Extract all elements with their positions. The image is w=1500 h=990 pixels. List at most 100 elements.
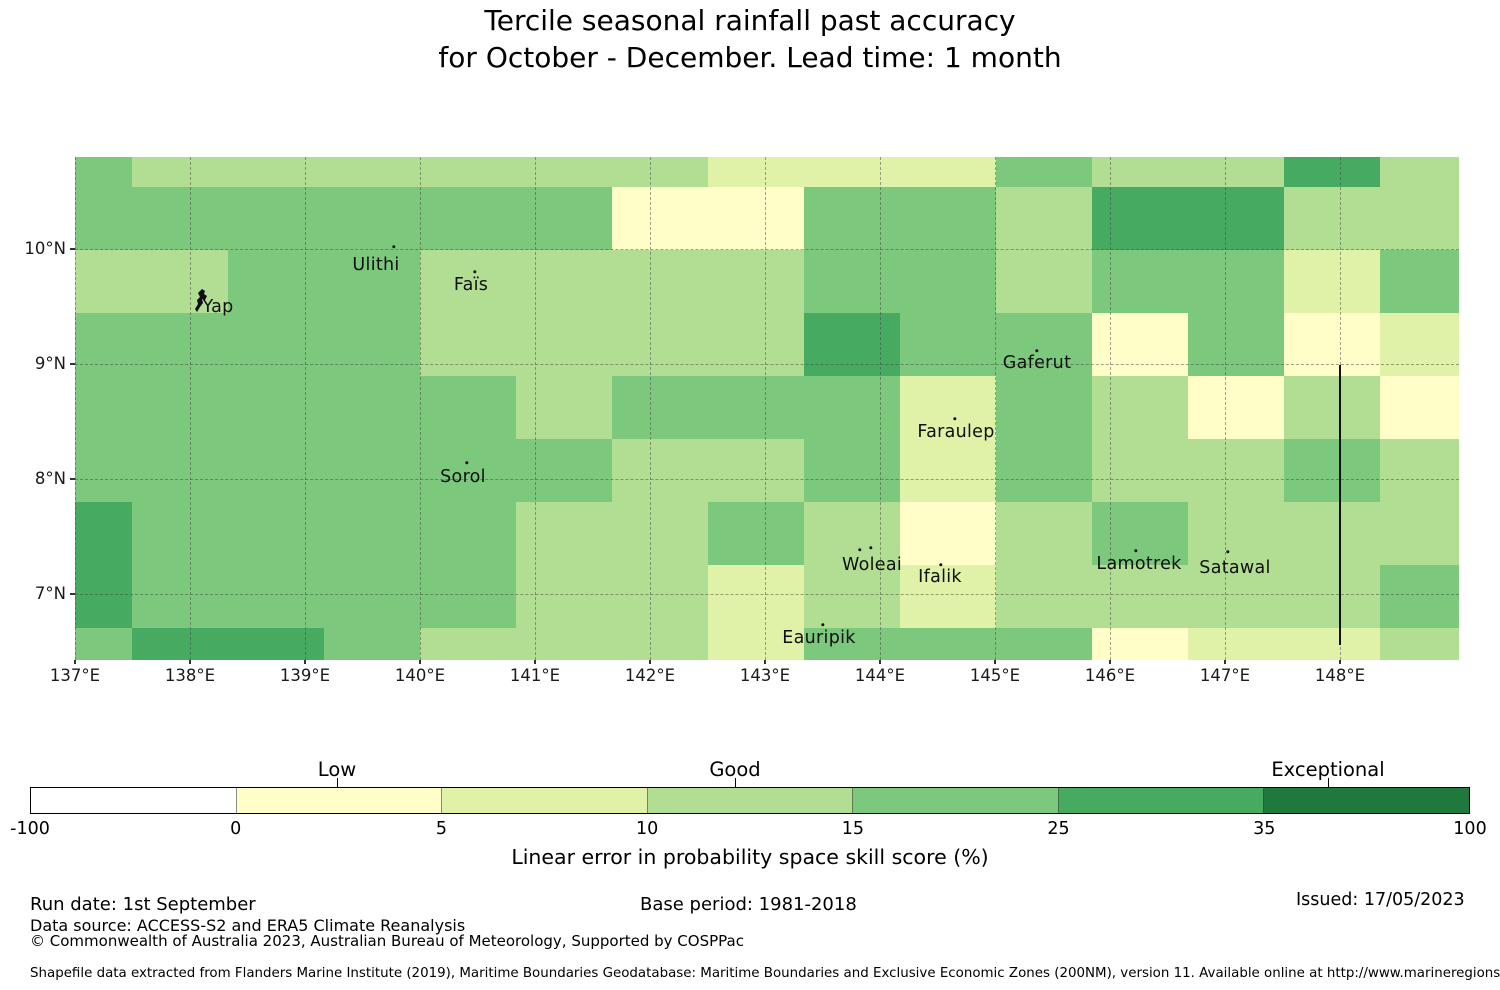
map-cell	[708, 187, 804, 250]
latitude-gridline	[75, 594, 1459, 595]
map-cell	[804, 628, 900, 660]
map-cell	[1188, 439, 1284, 502]
x-axis-tick-label: 147°E	[1199, 666, 1251, 685]
x-axis-tick-mark	[1109, 660, 1111, 664]
map-cell	[75, 376, 132, 439]
map-cell	[324, 376, 420, 439]
x-axis-tick-mark	[879, 660, 881, 664]
latitude-gridline	[75, 479, 1459, 480]
woleai-island-label: Woleai	[842, 555, 902, 575]
map-cell	[900, 439, 996, 502]
map-cell	[1284, 628, 1380, 660]
longitude-gridline	[765, 157, 766, 660]
map-cell	[1284, 187, 1380, 250]
data-source-text: Data source: ACCESS-S2 and ERA5 Climate …	[30, 916, 466, 935]
map-cell	[708, 157, 804, 187]
latitude-gridline	[75, 364, 1459, 365]
yap-island-shape	[195, 289, 207, 312]
map-cell	[324, 250, 420, 313]
map-cell	[612, 157, 708, 187]
map-cell	[228, 313, 324, 376]
colorbar	[30, 787, 1470, 814]
longitude-gridline	[880, 157, 881, 660]
map-cell	[75, 313, 132, 376]
x-axis-tick-label: 141°E	[509, 666, 561, 685]
x-axis-tick-label: 138°E	[164, 666, 216, 685]
eauripik-island-dot	[821, 623, 825, 627]
colorbar-boundary-value: 100	[1453, 819, 1487, 839]
map-cell	[1380, 157, 1459, 187]
map-cell	[1380, 187, 1459, 250]
colorbar-segment	[236, 788, 443, 813]
colorbar-category-label: Good	[709, 758, 761, 781]
map-cell	[1284, 502, 1380, 565]
map-cell	[516, 565, 612, 628]
map-cell	[1380, 313, 1459, 376]
map-cell	[900, 376, 996, 439]
map-cell	[1380, 250, 1459, 313]
x-axis-tick-mark	[1224, 660, 1226, 664]
y-axis-tick-label: 10°N	[24, 239, 66, 258]
x-axis-tick-label: 144°E	[854, 666, 906, 685]
map-cell	[804, 439, 900, 502]
faraulep-island-dot	[953, 417, 957, 421]
map-cell	[228, 565, 324, 628]
x-axis-tick-label: 146°E	[1084, 666, 1136, 685]
colorbar-boundary-value: 0	[230, 819, 242, 839]
map-cell	[996, 313, 1092, 376]
colorbar-segment	[1058, 788, 1265, 813]
colorbar-category-tick	[1328, 778, 1330, 787]
x-axis-tick-mark	[189, 660, 191, 664]
map-cell	[708, 502, 804, 565]
map-cell	[1092, 502, 1188, 565]
x-axis-tick-mark	[534, 660, 536, 664]
map-cell	[1188, 502, 1284, 565]
map-cell	[1380, 502, 1459, 565]
map-cell	[516, 628, 612, 660]
map-cell	[708, 250, 804, 313]
map-cell	[228, 376, 324, 439]
colorbar-segment	[853, 788, 1059, 813]
chart-title-line1: Tercile seasonal rainfall past accuracy	[484, 4, 1016, 37]
map-cell	[420, 628, 516, 660]
map-cell	[228, 157, 324, 187]
map-cell	[900, 157, 996, 187]
map-cell	[75, 439, 132, 502]
colorbar-category-tick	[735, 778, 737, 787]
longitude-gridline	[1110, 157, 1111, 660]
map-cell	[324, 628, 420, 660]
x-axis-tick-label: 139°E	[279, 666, 331, 685]
heatmap-cell-grid	[75, 157, 1459, 660]
map-cell	[516, 439, 612, 502]
map-cell	[804, 157, 900, 187]
map-cell	[228, 187, 324, 250]
map-cell	[1284, 313, 1380, 376]
map-cell	[612, 565, 708, 628]
map-cell	[996, 187, 1092, 250]
y-axis-tick-mark	[70, 478, 75, 480]
map-cell	[996, 250, 1092, 313]
colorbar-boundary-value: 10	[636, 819, 659, 839]
map-cell	[420, 565, 516, 628]
map-cell	[420, 187, 516, 250]
x-axis-tick-label: 145°E	[969, 666, 1021, 685]
map-cell	[324, 565, 420, 628]
fais-island-dot	[473, 270, 477, 274]
map-cell	[900, 628, 996, 660]
colorbar-axis-label: Linear error in probability space skill …	[511, 845, 989, 869]
woleai-island-dot	[858, 548, 862, 552]
map-cell	[708, 313, 804, 376]
map-cell	[420, 250, 516, 313]
map-cell	[708, 376, 804, 439]
map-cell	[1284, 439, 1380, 502]
colorbar-boundary-value: 25	[1047, 819, 1070, 839]
map-cell	[996, 376, 1092, 439]
y-axis-tick-mark	[70, 248, 75, 250]
sorol-island-dot	[465, 461, 469, 465]
map-cell	[1380, 376, 1459, 439]
map-cell	[996, 565, 1092, 628]
map-heatmap-area: Yap Ulithi Faïs Sorol Gaferut Faraulep Woleai I…	[75, 157, 1459, 660]
longitude-gridline	[190, 157, 191, 660]
map-cell	[516, 313, 612, 376]
longitude-gridline	[305, 157, 306, 660]
